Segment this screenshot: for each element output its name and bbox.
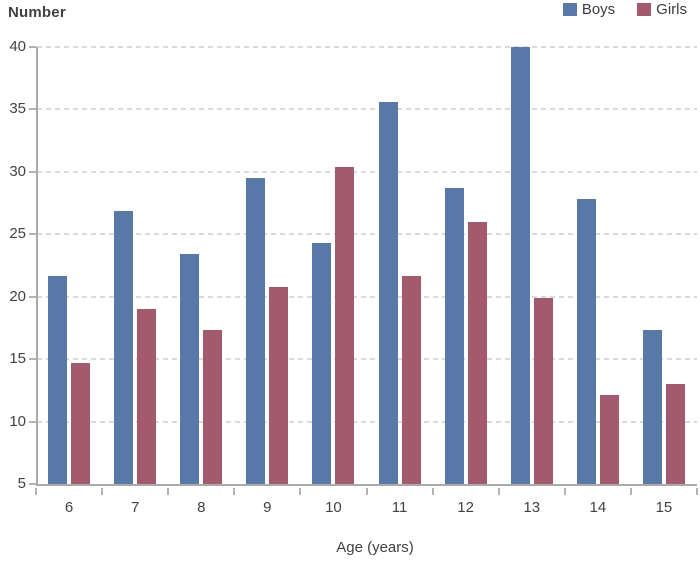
y-tick-label: 40 [9,38,26,55]
legend-item-boys: Boys [562,1,616,18]
y-tick-label: 15 [9,350,26,368]
bar-girls-age-7 [137,309,157,484]
y-tick-5 [29,483,36,485]
legend-label: Boys [581,1,616,18]
bar-boys-age-15 [642,330,662,484]
bar-girls-age-9 [269,286,289,484]
y-axis-labels: 5 10 15 20 25 30 35 40 [0,38,28,492]
bar-girls-age-12 [467,221,487,484]
bar-girls-age-14 [599,395,619,484]
x-tick-label-age-10: 10 [325,499,342,516]
bar-group-age-9 [234,47,300,484]
y-tick-25 [29,233,36,236]
legend-swatch-boys [562,3,577,16]
bar-boys-age-14 [576,199,596,484]
x-tick-label-age-8: 8 [197,499,206,516]
bar-girls-age-15 [665,384,685,484]
gridline-25 [37,233,697,236]
gridline-15 [37,358,697,361]
y-tick-40 [29,46,36,48]
legend-label: Girls [656,1,687,18]
x-tick-label-age-6: 6 [64,499,74,516]
bar-group-age-15 [631,47,697,484]
x-tick-label-age-7: 7 [130,499,140,516]
x-tick-label-age-14: 14 [589,499,607,516]
x-tick-1 [101,488,104,495]
gridline-20 [37,295,697,298]
y-tick-label: 25 [9,225,26,243]
gridline-30 [37,170,697,173]
x-tick-2 [167,488,170,495]
x-axis-title: Age (years) [336,539,414,556]
x-tick-label-age-13: 13 [523,499,541,516]
bar-girls-age-11 [401,275,421,484]
bar-group-age-8 [168,47,234,484]
x-tick-10 [696,488,698,495]
y-tick-10 [29,420,36,423]
bar-girls-age-10 [335,166,355,484]
y-tick-label: 5 [17,475,26,492]
x-tick-6 [431,488,434,495]
bar-boys-age-10 [312,243,332,484]
x-tick-7 [497,488,500,495]
bar-boys-age-8 [180,254,200,484]
plot-area: 6 7 8 9 10 11 12 13 14 15 [29,46,698,516]
bar-boys-age-12 [444,188,464,484]
y-tick-label: 30 [9,162,26,180]
y-tick-label: 20 [9,287,26,305]
x-axis-line [36,484,697,486]
legend-swatch-girls [637,3,652,16]
y-tick-label: 10 [9,412,26,430]
gridline-10 [37,420,697,423]
bar-group-age-12 [433,47,499,484]
x-tick-8 [563,488,566,495]
y-tick-30 [29,170,36,173]
y-tick-35 [29,108,36,111]
x-tick-3 [233,488,236,495]
bar-group-age-13 [499,47,565,484]
x-tick-label-age-12: 12 [457,499,474,516]
bar-group-age-6 [36,47,102,484]
y-tick-label: 35 [9,100,26,118]
legend: Boys Girls [562,1,687,18]
bar-group-age-7 [102,47,168,484]
gridline-35 [37,108,697,111]
bar-girls-age-8 [203,330,223,484]
bar-boys-age-11 [378,101,398,484]
x-tick-5 [365,488,368,495]
bar-group-age-10 [300,47,366,484]
x-tick-label-age-9: 9 [263,499,272,516]
y-axis-title: Number [8,4,66,21]
y-tick-15 [29,358,36,361]
bar-boys-age-7 [114,210,134,484]
gridline-40 [37,46,697,48]
y-axis-line [36,47,38,486]
y-tick-20 [29,295,36,298]
bar-group-age-11 [367,47,433,484]
x-tick-0 [35,488,37,495]
bar-group-age-14 [565,47,631,484]
x-tick-label-age-15: 15 [655,499,673,516]
x-tick-label-age-11: 11 [391,499,408,516]
x-tick-9 [629,488,632,495]
legend-item-girls: Girls [637,1,687,18]
bar-girls-age-13 [533,297,553,484]
x-tick-4 [299,488,302,495]
bar-boys-age-9 [246,178,266,484]
bar-boys-age-6 [48,275,68,484]
bar-girls-age-6 [71,362,91,484]
bar-boys-age-13 [510,47,530,484]
